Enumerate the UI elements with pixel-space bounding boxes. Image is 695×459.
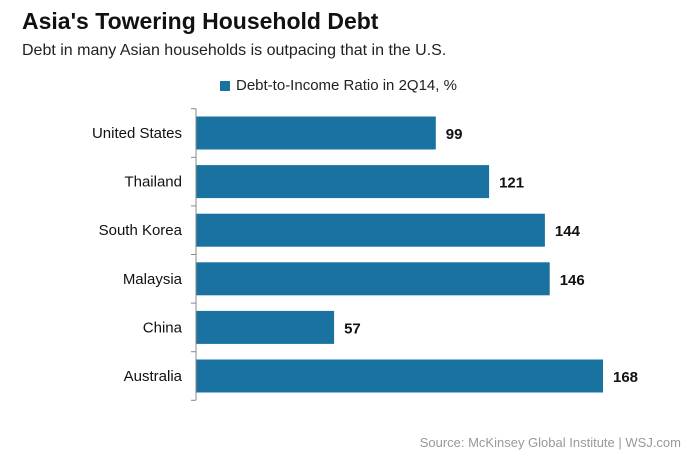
category-label: Malaysia: [123, 271, 183, 288]
chart-title: Asia's Towering Household Debt: [22, 8, 379, 34]
data-label: 57: [344, 320, 361, 337]
bar-south-korea: [196, 213, 545, 247]
legend-label: Debt-to-Income Ratio in 2Q14, %: [236, 77, 457, 94]
data-label: 168: [613, 369, 638, 386]
data-label: 121: [499, 175, 524, 192]
category-label: Thailand: [124, 174, 182, 191]
source-note: Source: McKinsey Global Institute | WSJ.…: [419, 435, 681, 450]
data-label: 146: [560, 272, 585, 289]
bar-australia: [196, 359, 603, 393]
bar-china: [196, 310, 335, 344]
category-label: Australia: [124, 368, 183, 385]
category-label: United States: [92, 125, 182, 142]
chart-subtitle: Debt in many Asian households is outpaci…: [22, 42, 447, 59]
legend: Debt-to-Income Ratio in 2Q14, %: [220, 77, 457, 94]
data-label: 99: [446, 126, 463, 143]
legend-swatch: [220, 80, 230, 91]
bar-malaysia: [196, 262, 550, 296]
data-label: 144: [555, 223, 581, 240]
category-label: China: [143, 319, 183, 336]
category-label: South Korea: [99, 222, 183, 239]
bar-united-states: [196, 116, 436, 150]
bar-thailand: [196, 165, 490, 199]
